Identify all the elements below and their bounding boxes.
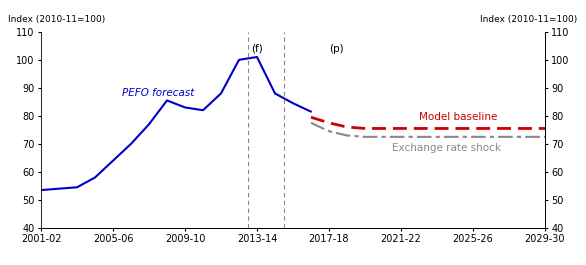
Text: Exchange rate shock: Exchange rate shock <box>392 143 501 153</box>
Text: (p): (p) <box>329 44 343 54</box>
Text: Model baseline: Model baseline <box>419 112 498 122</box>
Text: (f): (f) <box>251 44 263 54</box>
Text: Index (2010-11=100): Index (2010-11=100) <box>481 15 578 24</box>
Text: Index (2010-11=100): Index (2010-11=100) <box>8 15 105 24</box>
Text: PEFO forecast: PEFO forecast <box>122 89 195 98</box>
